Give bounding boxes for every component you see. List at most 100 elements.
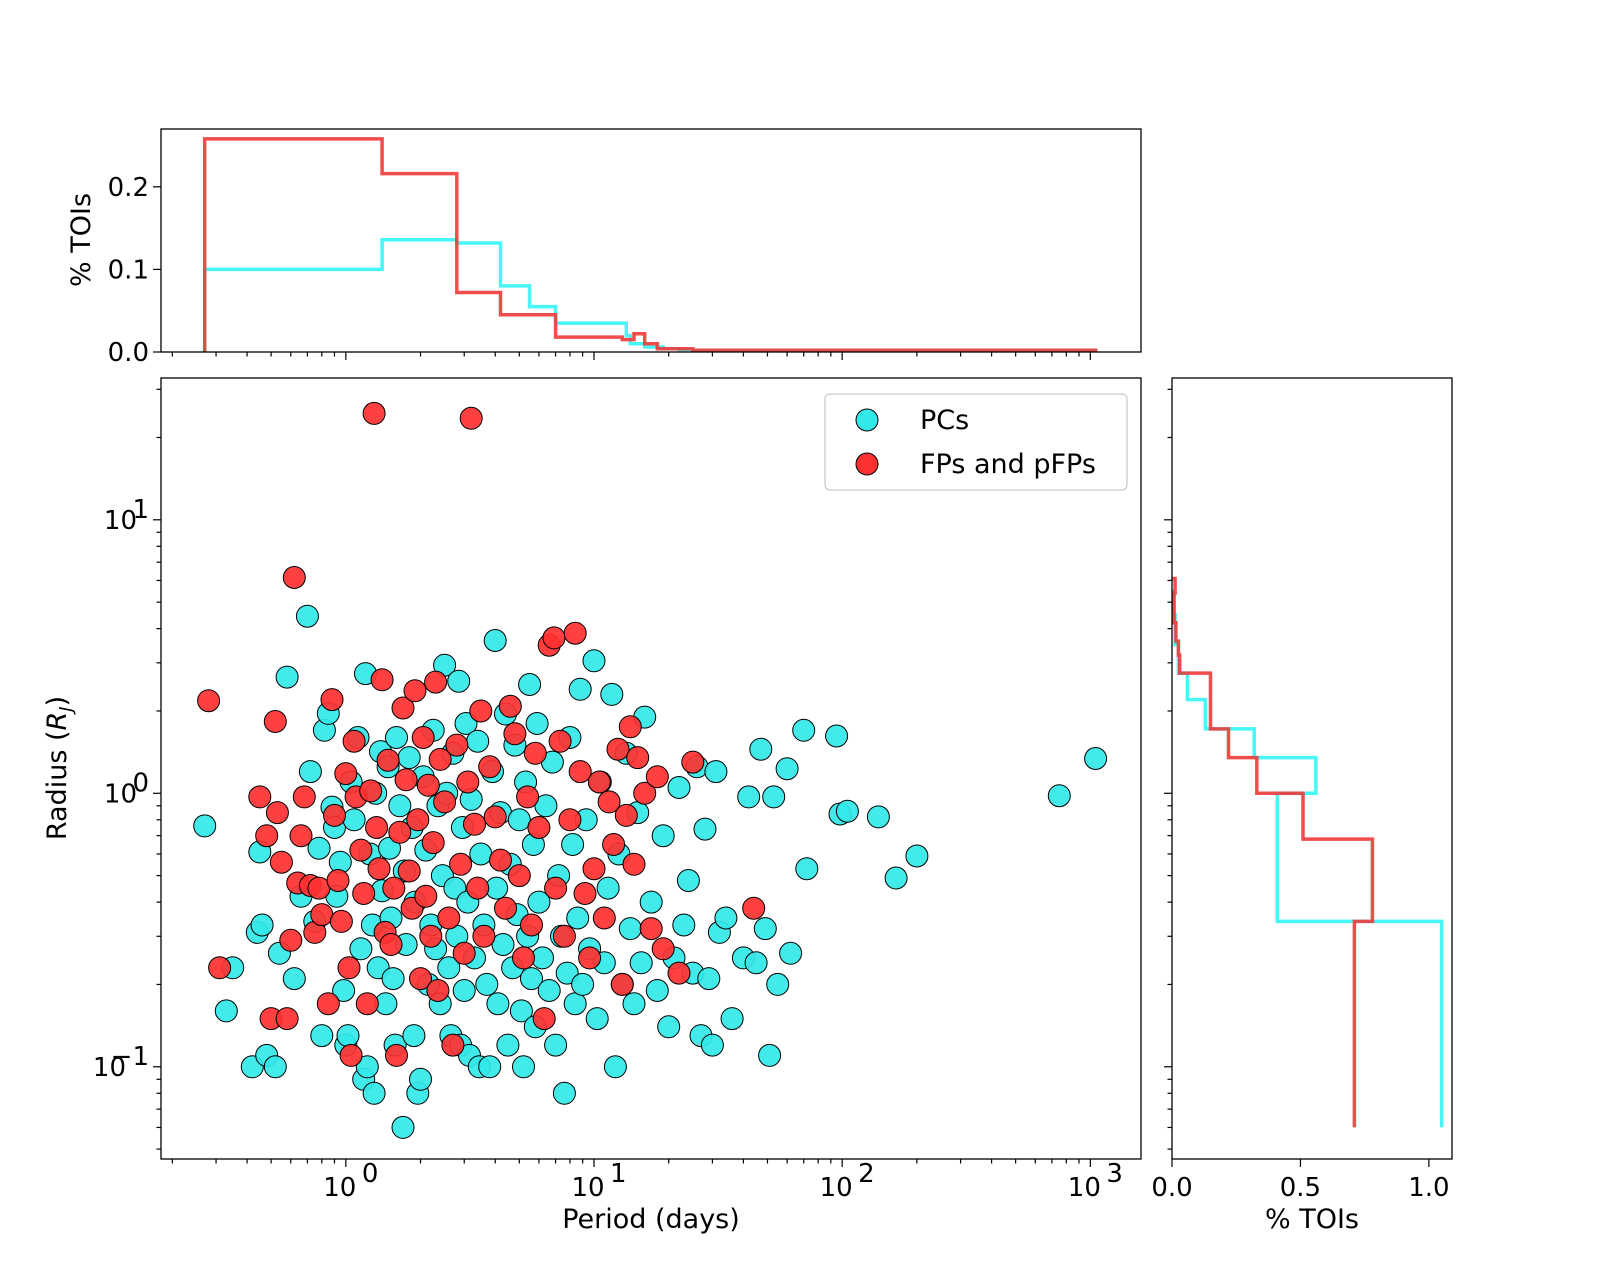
pc-point-119 xyxy=(552,1081,576,1105)
fp-point-56 xyxy=(428,747,452,771)
pc-point-85 xyxy=(469,842,493,866)
pc-point-151 xyxy=(676,869,700,892)
pc-point-123 xyxy=(563,992,587,1016)
fp-point-53 xyxy=(421,831,445,855)
ylabel-prefix: Radius ( xyxy=(42,730,73,840)
fp-point-60 xyxy=(445,733,469,757)
fp-point-64 xyxy=(459,406,483,430)
fp-point-5 xyxy=(263,710,287,733)
fp-point-109 xyxy=(742,896,766,920)
ylabel-symbol: R xyxy=(42,712,73,731)
pc-point-160 xyxy=(714,906,738,930)
scatter-ylabel: Radius (RJ) xyxy=(42,696,77,840)
top-y-tick-label: 0.1 xyxy=(108,255,149,285)
fp-point-78 xyxy=(520,913,543,937)
pc-point-13 xyxy=(295,604,319,628)
pc-point-168 xyxy=(762,785,786,809)
pc-point-26 xyxy=(336,1024,360,1048)
legend-label-fps: FPs and pFPs xyxy=(920,449,1096,480)
fp-point-100 xyxy=(618,715,642,739)
fp-point-41 xyxy=(388,820,412,844)
scatter-xlabel: Period (days) xyxy=(562,1204,740,1235)
pc-point-17 xyxy=(310,1024,334,1048)
pc-point-94 xyxy=(491,933,515,956)
top-y-tick-label: 0.2 xyxy=(108,173,149,203)
fp-point-79 xyxy=(523,741,547,765)
pc-point-90 xyxy=(483,629,507,652)
fp-point-103 xyxy=(633,781,657,805)
pc-point-164 xyxy=(744,951,768,975)
pc-point-113 xyxy=(534,794,558,818)
fp-point-51 xyxy=(416,773,440,797)
fp-point-1 xyxy=(208,956,232,980)
legend: PCs FPs and pFPs xyxy=(824,393,1128,491)
right-histogram-ticks: 0.0 0.5 1.0 xyxy=(1151,1159,1450,1203)
top-histogram-pcs xyxy=(202,237,1098,353)
pc-point-169 xyxy=(766,972,790,996)
fp-point-87 xyxy=(558,808,582,832)
fp-point-48 xyxy=(409,967,432,991)
right-histogram-fps xyxy=(1172,576,1375,1128)
pc-point-52 xyxy=(397,746,421,770)
y-tick-exponent: −1 xyxy=(111,1042,149,1072)
fp-point-107 xyxy=(667,961,691,985)
fp-point-84 xyxy=(544,876,568,900)
pc-point-135 xyxy=(603,1055,627,1079)
fp-point-28 xyxy=(349,838,373,862)
pc-point-155 xyxy=(693,817,717,841)
pc-point-1 xyxy=(214,999,238,1023)
pc-point-28 xyxy=(342,808,366,832)
pc-point-150 xyxy=(672,913,696,937)
legend-label-pcs: PCs xyxy=(920,405,969,436)
fp-point-92 xyxy=(582,857,606,881)
pc-point-102 xyxy=(509,999,533,1023)
fp-point-37 xyxy=(376,748,400,772)
fp-point-52 xyxy=(419,924,443,948)
pc-point-87 xyxy=(475,972,499,996)
pc-point-170 xyxy=(775,757,799,781)
fp-point-6 xyxy=(265,801,289,825)
fp-point-31 xyxy=(359,779,383,803)
fp-point-42 xyxy=(391,696,415,720)
pc-point-165 xyxy=(749,737,773,761)
fp-point-104 xyxy=(639,917,663,941)
pc-point-77 xyxy=(452,979,476,1002)
fp-point-102 xyxy=(626,746,650,770)
fp-point-61 xyxy=(449,852,473,876)
fp-point-40 xyxy=(385,1043,408,1067)
scatter-points xyxy=(193,401,1108,1139)
pc-point-139 xyxy=(618,917,642,941)
right-x-tick-label: 0.0 xyxy=(1151,1173,1192,1203)
pc-point-167 xyxy=(758,1043,782,1067)
pc-point-103 xyxy=(512,1055,535,1079)
pc-point-140 xyxy=(622,992,646,1016)
pc-point-114 xyxy=(537,979,561,1002)
fp-point-17 xyxy=(310,903,334,927)
fp-point-18 xyxy=(316,992,340,1016)
y-tick-label: 10 xyxy=(104,506,137,536)
fp-point-91 xyxy=(578,946,602,970)
x-tick-exponent: 0 xyxy=(362,1159,379,1189)
fp-point-20 xyxy=(323,803,346,827)
legend-marker-pcs xyxy=(855,408,879,432)
pc-point-130 xyxy=(585,1007,609,1031)
pc-point-45 xyxy=(381,967,405,991)
pc-point-179 xyxy=(905,844,929,868)
fp-point-75 xyxy=(507,864,531,888)
fp-point-63 xyxy=(456,770,480,794)
fp-point-66 xyxy=(466,876,490,900)
pc-point-124 xyxy=(566,906,590,930)
fp-point-99 xyxy=(614,803,638,827)
right-x-tick-label: 0.5 xyxy=(1280,1173,1321,1203)
fp-point-30 xyxy=(355,992,379,1016)
pc-point-145 xyxy=(645,979,669,1002)
right-histogram-pcs xyxy=(1171,589,1444,1128)
pc-point-149 xyxy=(667,776,691,799)
right-histogram-lines xyxy=(1171,576,1444,1128)
pc-point-181 xyxy=(1084,747,1108,770)
pc-point-6 xyxy=(250,913,274,937)
top-histogram-lines xyxy=(202,137,1098,353)
pc-point-11 xyxy=(282,967,306,991)
fp-point-57 xyxy=(433,790,457,814)
